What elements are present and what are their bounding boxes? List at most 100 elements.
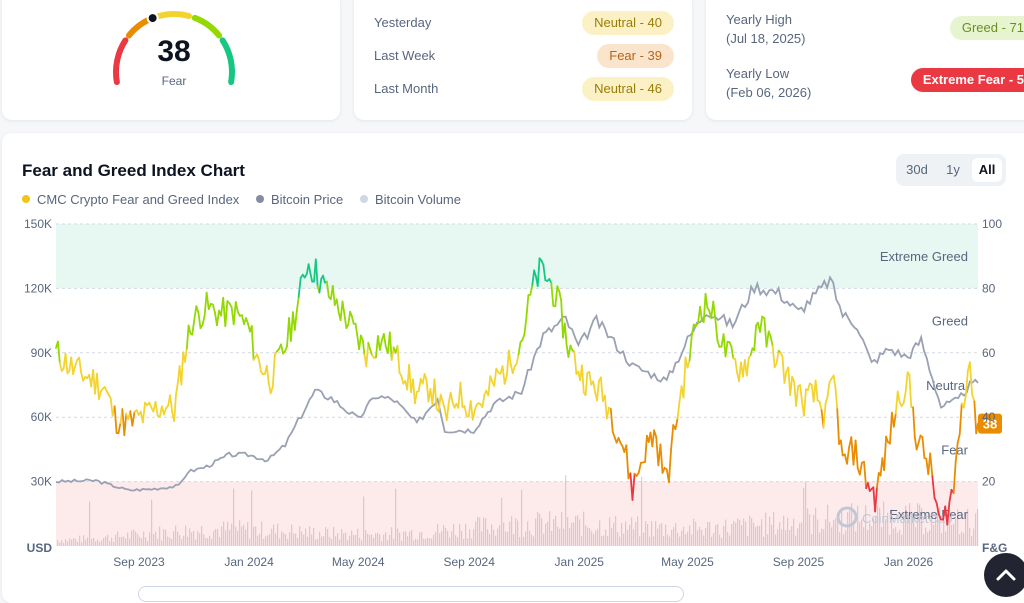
volume-bar	[321, 537, 322, 546]
fear-greed-segment	[143, 403, 145, 423]
volume-bar	[403, 532, 404, 546]
fear-greed-segment	[79, 358, 81, 373]
volume-bar	[339, 539, 340, 546]
fear-greed-segment	[816, 381, 818, 401]
volume-bar	[789, 530, 790, 546]
volume-bar	[603, 535, 604, 546]
volume-bar	[193, 531, 194, 546]
volume-bar	[797, 528, 798, 546]
volume-bar	[839, 532, 840, 546]
fear-greed-segment	[194, 306, 196, 320]
fear-greed-segment	[181, 352, 183, 384]
fear-greed-segment	[675, 418, 677, 429]
volume-bar	[641, 477, 642, 546]
volume-bar	[167, 537, 168, 546]
gauge-marker	[148, 13, 158, 23]
fear-greed-segment	[384, 334, 386, 347]
volume-bar	[673, 527, 674, 546]
volume-bar	[589, 528, 590, 546]
volume-bar	[959, 534, 960, 546]
volume-bar	[445, 528, 446, 546]
volume-bar	[229, 530, 230, 546]
volume-bar	[461, 531, 462, 546]
volume-bar	[245, 530, 246, 546]
volume-bar	[475, 522, 476, 546]
volume-bar	[319, 532, 320, 546]
volume-bar	[897, 533, 898, 546]
volume-bar	[491, 525, 492, 546]
volume-bar	[547, 522, 548, 546]
volume-bar	[513, 534, 514, 546]
fear-greed-segment	[841, 441, 843, 456]
volume-bar	[767, 534, 768, 546]
historical-row-last-week: Last Week Fear - 39	[374, 44, 674, 68]
volume-bar	[385, 532, 386, 546]
yearly-low-date: (Feb 06, 2026)	[726, 85, 811, 100]
volume-bar	[375, 533, 376, 546]
volume-bar	[417, 540, 418, 546]
volume-bar	[163, 529, 164, 546]
volume-bar	[147, 541, 148, 546]
volume-bar	[765, 512, 766, 546]
volume-bar	[301, 532, 302, 546]
volume-bar	[343, 534, 344, 546]
volume-bar	[521, 490, 522, 546]
volume-bar	[665, 525, 666, 546]
fear-greed-segment	[715, 319, 717, 340]
yearly-high-low-card: Yearly High (Jul 18, 2025) Greed - 71 Ye…	[706, 0, 1024, 120]
volume-bar	[83, 535, 84, 546]
fear-greed-segment	[706, 294, 708, 308]
volume-bar	[649, 537, 650, 546]
scroll-top-button[interactable]	[984, 553, 1024, 597]
volume-bar	[507, 532, 508, 546]
bitcoin-price-line	[56, 277, 978, 490]
volume-bar	[241, 527, 242, 546]
volume-bar	[161, 540, 162, 546]
fear-greed-segment	[415, 392, 417, 403]
volume-bar	[799, 523, 800, 546]
y-right-tick-label: 60	[982, 346, 996, 360]
volume-bar	[567, 517, 568, 546]
volume-bar	[725, 520, 726, 546]
volume-bar	[87, 537, 88, 546]
volume-bar	[813, 515, 814, 546]
volume-bar	[251, 490, 252, 546]
y-right-tick-label: 40	[982, 410, 996, 424]
fear-greed-segment	[390, 332, 392, 360]
volume-bar	[185, 526, 186, 546]
volume-bar	[623, 534, 624, 546]
volume-bar	[329, 537, 330, 546]
volume-bar	[427, 538, 428, 546]
volume-bar	[447, 531, 448, 546]
volume-bar	[155, 532, 156, 546]
fear-greed-segment	[828, 382, 830, 396]
volume-bar	[217, 529, 218, 546]
volume-bar	[397, 528, 398, 546]
volume-bar	[255, 527, 256, 546]
fear-greed-segment	[198, 313, 200, 329]
volume-bar	[123, 537, 124, 546]
volume-bar	[107, 535, 108, 546]
volume-bar	[369, 535, 370, 546]
volume-bar	[781, 529, 782, 546]
volume-bar	[69, 538, 70, 546]
fear-greed-segment	[645, 436, 647, 462]
fear-greed-segment	[176, 383, 178, 394]
fear-greed-segment	[559, 292, 561, 301]
historical-status-badge: Neutral - 46	[582, 77, 674, 101]
volume-bar	[135, 532, 136, 546]
volume-bar	[617, 532, 618, 546]
volume-bar	[361, 541, 362, 546]
volume-bar	[849, 511, 850, 546]
volume-bar	[129, 538, 130, 546]
volume-bar	[977, 509, 978, 546]
volume-bar	[335, 536, 336, 546]
fear-greed-segment	[820, 402, 822, 410]
volume-bar	[953, 524, 954, 546]
volume-bar	[105, 536, 106, 546]
fear-greed-segment	[597, 381, 599, 400]
fear-greed-segment	[295, 311, 297, 329]
volume-bar	[683, 527, 684, 546]
fear-greed-segment	[601, 377, 603, 401]
